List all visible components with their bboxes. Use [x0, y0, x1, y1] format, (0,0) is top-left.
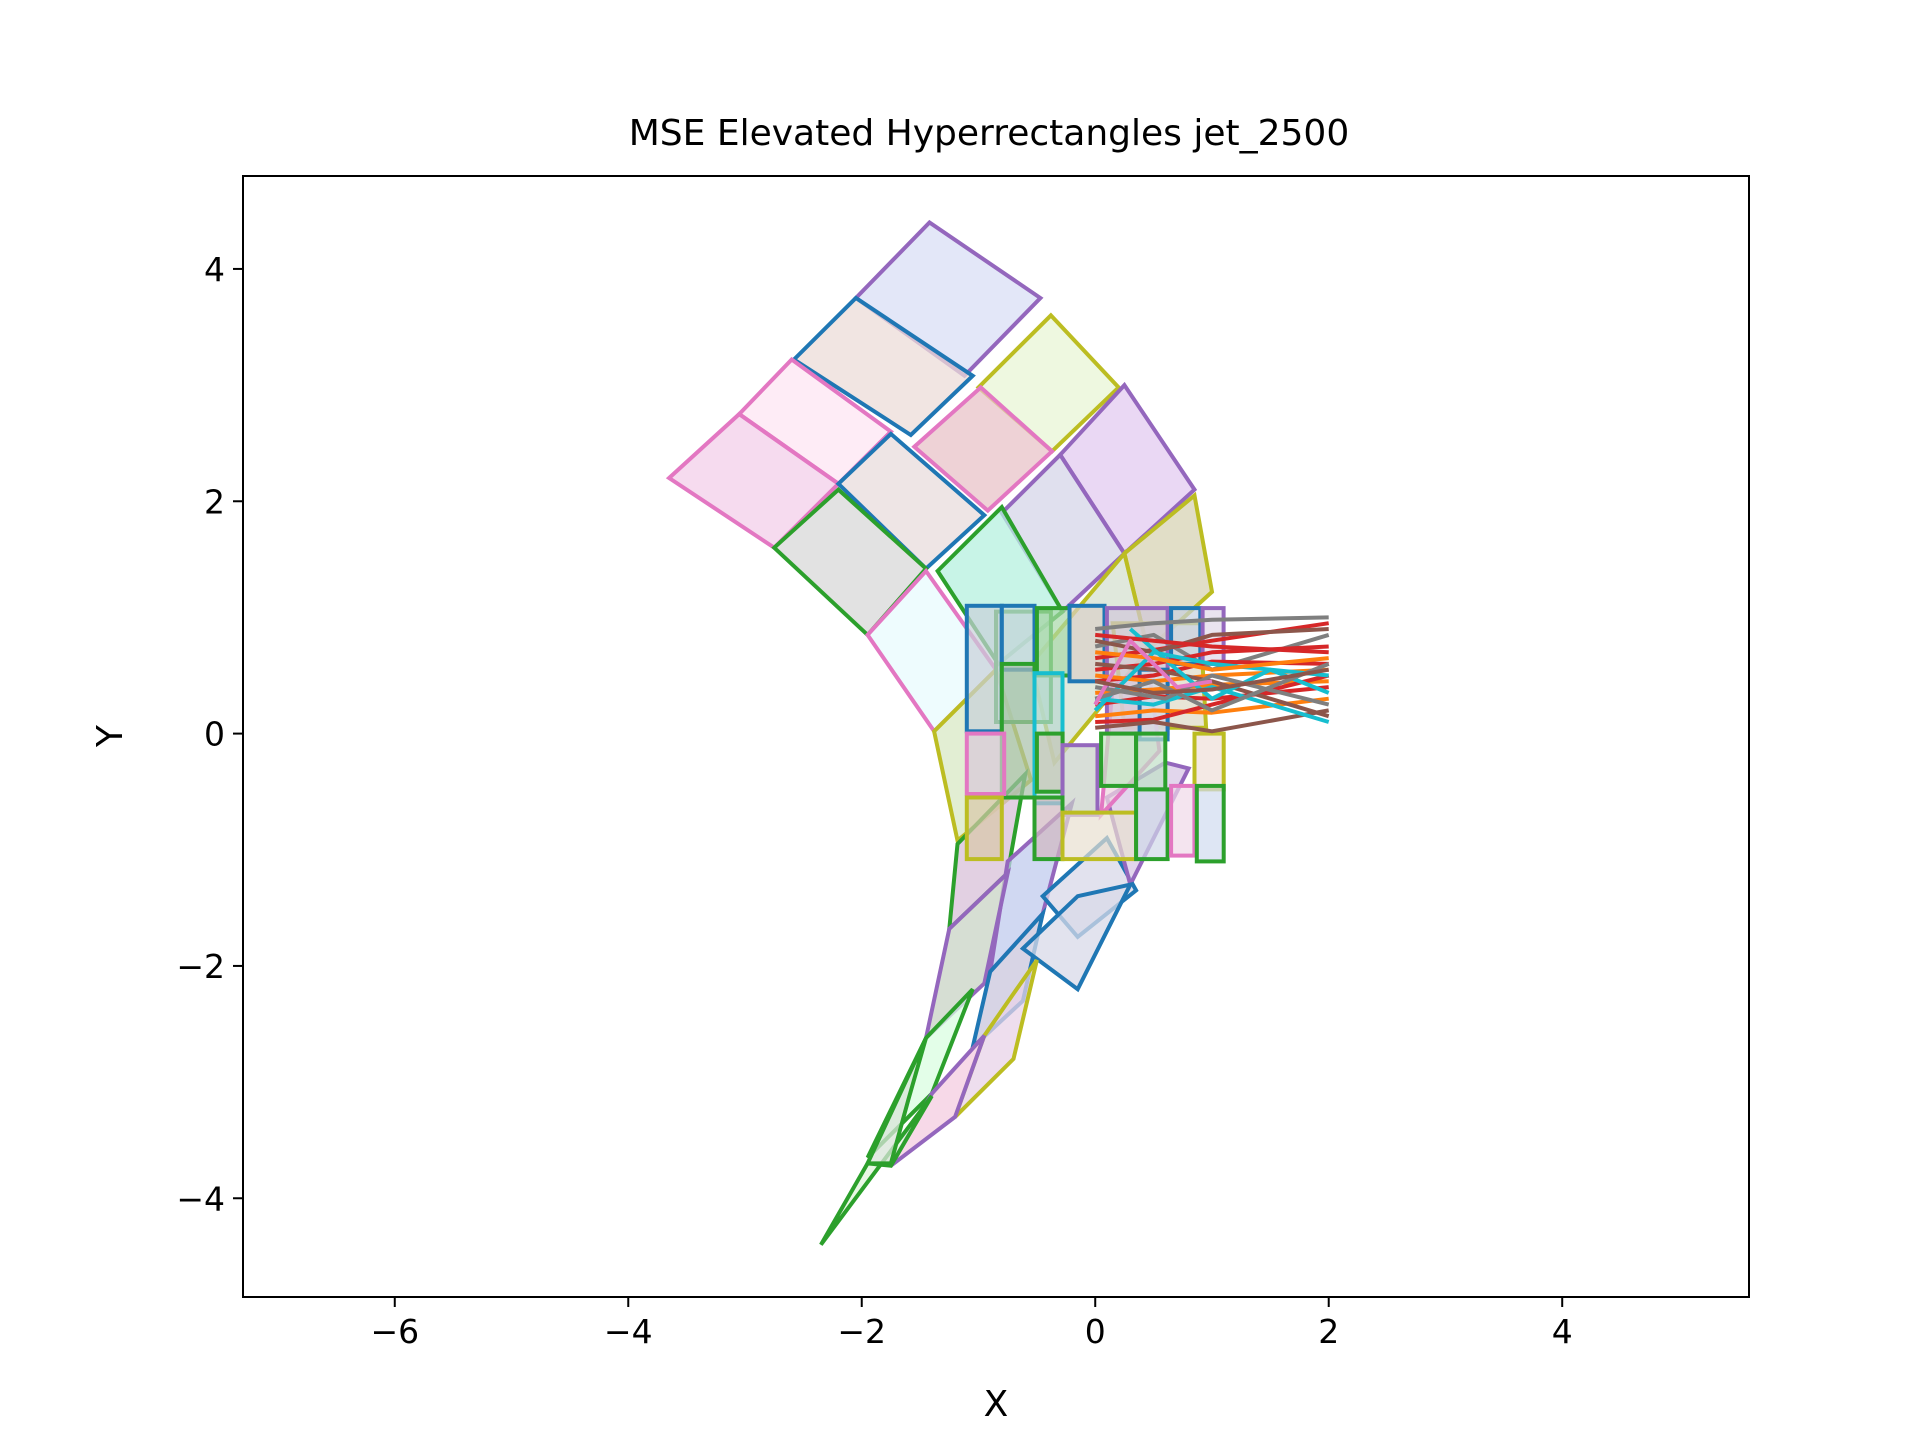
trajectory-line-5 [1095, 667, 1329, 684]
hyperrectangle-rect-18 [1060, 810, 1138, 862]
x-tick-label: −2 [837, 1312, 886, 1351]
hyperrectangle-rect-16 [964, 795, 1004, 862]
trajectory-line-17 [1094, 662, 1330, 713]
hyperrectangle-polygon-6 [911, 384, 1055, 514]
hyperrectangle-rect-1 [999, 603, 1037, 672]
hyperrectangle-rect-2 [1034, 606, 1072, 678]
plot-area [665, 219, 1330, 1246]
hyperrectangle-rect-0 [964, 603, 1004, 734]
hyperrectangle-polygon-21 [1019, 881, 1134, 993]
y-axis-label: Y [90, 724, 131, 748]
hyperrectangle-rect-12 [1060, 743, 1100, 817]
trajectory-line-20 [1093, 638, 1213, 706]
plot-frame [242, 175, 1750, 1298]
x-axis-label: X [984, 1384, 1009, 1425]
chart-title: MSE Elevated Hyperrectangles jet_2500 [629, 113, 1350, 154]
hyperrectangle-rect-13 [1099, 731, 1139, 788]
x-axis: −6 −4 −2 0 2 4 [370, 1297, 1573, 1351]
hyperrectangle-polygon-25 [819, 1094, 934, 1246]
hyperrectangle-rect-14 [1134, 731, 1168, 792]
x-tick-label: −4 [604, 1312, 653, 1351]
y-tick-label: −4 [176, 1179, 225, 1218]
trajectory-line-1 [1094, 632, 1330, 672]
y-tick-label: 4 [204, 250, 225, 289]
hyperrectangle-polygon-26 [864, 1037, 928, 1166]
hyperrectangle-polygon-19 [922, 867, 1011, 1044]
y-tick-label: −2 [176, 947, 225, 986]
hyperrectangle-rect-11 [1034, 731, 1065, 794]
hyperrectangle-rect-7 [999, 661, 1037, 800]
x-tick-label: 4 [1552, 1312, 1573, 1351]
hyperrectangle-rect-17 [1032, 795, 1065, 862]
trajectory-line-19 [1095, 632, 1329, 655]
x-tick-label: 2 [1318, 1312, 1339, 1351]
hyperrectangle-rect-21 [1194, 783, 1226, 864]
hyperrectangle-polygon-1 [790, 295, 976, 438]
y-axis: −4 −2 0 2 4 [176, 250, 243, 1218]
y-tick-label: 0 [204, 715, 225, 754]
trajectory-line-0 [1095, 615, 1329, 631]
trajectory-line-10 [1095, 708, 1330, 734]
hyperrectangle-rect-19 [1134, 787, 1170, 862]
hyperrectangle-rect-10 [964, 731, 1007, 796]
hyperrectangle-rect-20 [1169, 783, 1197, 858]
hyperrectangle-rect-15 [1192, 731, 1226, 792]
x-tick-label: −6 [370, 1312, 419, 1351]
y-tick-label: 2 [204, 482, 225, 521]
trajectory-line-21 [1094, 667, 1330, 695]
x-tick-label: 0 [1085, 1312, 1106, 1351]
